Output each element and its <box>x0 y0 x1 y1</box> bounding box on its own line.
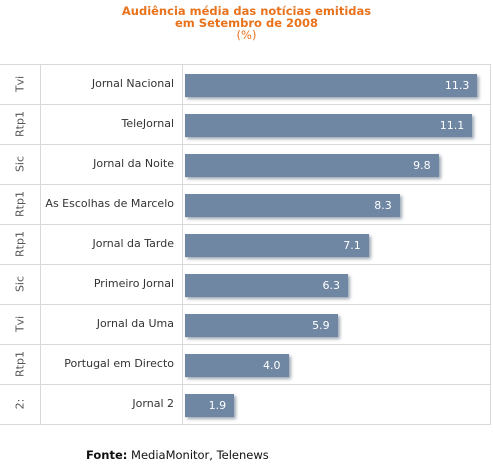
bar-row: Rtp1 As Escolhas de Marcelo 8.3 <box>0 184 491 224</box>
bar <box>185 154 439 177</box>
bar-row: Sic Primeiro Jornal 6.3 <box>0 264 491 304</box>
category-label: Jornal 2 <box>132 397 174 410</box>
chart-title-line-1: Audiência média das notícias emitidas <box>121 4 372 18</box>
channel-label-text: Sic <box>13 275 27 293</box>
bar <box>185 394 235 417</box>
data-label: 7.1 <box>343 239 361 252</box>
bar <box>185 354 289 377</box>
bar <box>185 314 338 337</box>
bar <box>185 114 473 137</box>
data-label: 6.3 <box>322 279 341 292</box>
chart-title-unit: (%) <box>236 28 257 42</box>
bar <box>185 234 369 257</box>
bar-row: Rtp1 TeleJornal 11.1 <box>0 104 491 144</box>
category-label: As Escolhas de Marcelo <box>45 197 174 210</box>
bar-row: Tvi Jornal Nacional 11.3 <box>0 64 491 104</box>
bar-row: Tvi Jornal da Uma 5.9 <box>0 304 491 344</box>
bar <box>185 194 400 217</box>
channel-label-text: Tvi <box>13 315 27 333</box>
bar-row: 2: Jornal 2 1.9 <box>0 384 491 424</box>
data-label: 8.3 <box>374 199 392 212</box>
data-label: 1.9 <box>208 399 227 412</box>
category-label: Jornal Nacional <box>91 77 174 90</box>
bar <box>185 274 349 297</box>
data-label: 9.8 <box>413 159 431 172</box>
bar <box>185 74 478 97</box>
channel-label-text: Rtp1 <box>13 111 27 137</box>
bar-row: Sic Jornal da Noite 9.8 <box>0 144 491 184</box>
category-label: Jornal da Uma <box>96 317 174 330</box>
source-text: MediaMonitor, Telenews <box>131 448 269 462</box>
category-label: TeleJornal <box>121 117 174 130</box>
source-note: Fonte: MediaMonitor, Telenews <box>86 448 269 462</box>
channel-label-text: Sic <box>13 155 27 173</box>
chart-title-line-2: em Setembro de 2008 <box>175 16 318 30</box>
category-label: Primeiro Jornal <box>93 277 174 290</box>
data-label: 4.0 <box>263 359 281 372</box>
category-label: Portugal em Directo <box>64 357 174 370</box>
channel-label-text: Tvi <box>13 75 27 93</box>
category-label: Jornal da Noite <box>93 157 174 170</box>
data-label: 11.3 <box>444 79 470 92</box>
category-label: Jornal da Tarde <box>92 237 174 250</box>
bar-row: Rtp1 Jornal da Tarde 7.1 <box>0 224 491 264</box>
channel-label-text: 2: <box>13 398 27 410</box>
data-label: 11.1 <box>439 119 465 132</box>
source-label: Fonte: <box>86 448 128 462</box>
channel-label-text: Rtp1 <box>13 191 27 217</box>
bar-row: Rtp1 Portugal em Directo 4.0 <box>0 344 491 384</box>
channel-label-text: Rtp1 <box>13 351 27 377</box>
data-label: 5.9 <box>312 319 330 332</box>
channel-label-text: Rtp1 <box>13 231 27 257</box>
